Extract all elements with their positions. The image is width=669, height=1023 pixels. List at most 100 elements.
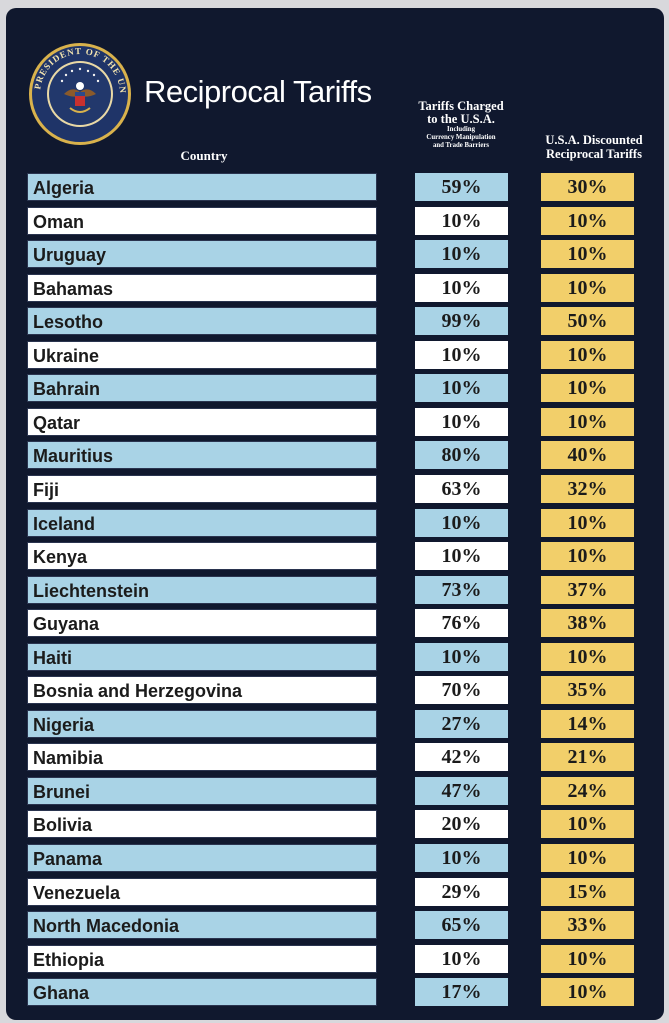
tariff-charged-value: 10% [415, 642, 508, 671]
tariff-charged-value: 59% [415, 173, 508, 201]
reciprocal-tariff-value: 10% [541, 273, 634, 302]
tariff-charged-value: 20% [415, 810, 508, 839]
country-name: Guyana [27, 609, 377, 638]
country-name: Panama [27, 844, 377, 872]
country-name: Bolivia [27, 810, 377, 839]
tariff-charged-value: 65% [415, 911, 508, 940]
reciprocal-tariff-value: 10% [541, 240, 634, 269]
tariff-charged-value: 10% [415, 407, 508, 436]
tariff-charged-value: 99% [415, 307, 508, 336]
tariff-charged-value: 10% [415, 542, 508, 571]
reciprocal-tariff-value: 10% [541, 542, 634, 571]
reciprocal-tariff-value: 14% [541, 709, 634, 738]
table-row: Bahamas 10% 10% [6, 273, 664, 302]
table-row: Ghana 17% 10% [6, 978, 664, 1007]
reciprocal-tariff-value: 10% [541, 844, 634, 872]
table-row: North Macedonia 65% 33% [6, 911, 664, 940]
table-row: Ethiopia 10% 10% [6, 944, 664, 973]
country-name: Ukraine [27, 340, 377, 369]
country-name: Qatar [27, 407, 377, 436]
tariff-charged-value: 10% [415, 844, 508, 872]
reciprocal-tariff-value: 50% [541, 307, 634, 336]
tariff-charged-value: 10% [415, 240, 508, 269]
reciprocal-tariff-value: 10% [541, 642, 634, 671]
charged-header-sub3: and Trade Barriers [432, 141, 489, 149]
tariff-charged-value: 47% [415, 776, 508, 805]
table-row: Brunei 47% 24% [6, 776, 664, 805]
reciprocal-tariff-value: 30% [541, 173, 634, 201]
country-name: Bahrain [27, 374, 377, 403]
tariff-charged-value: 42% [415, 743, 508, 772]
country-name: Nigeria [27, 709, 377, 738]
reciprocal-tariff-value: 10% [541, 407, 634, 436]
tariff-charged-value: 10% [415, 374, 508, 403]
country-name: Bosnia and Herzegovina [27, 676, 377, 705]
table-row: Lesotho 99% 50% [6, 307, 664, 336]
charged-column-header: Tariffs Charged to the U.S.A. Including … [406, 99, 516, 150]
country-name: Kenya [27, 542, 377, 571]
table-row: Panama 10% 10% [6, 844, 664, 872]
tariff-charged-value: 10% [415, 944, 508, 973]
table-row: Algeria 59% 30% [6, 173, 664, 201]
country-name: Algeria [27, 173, 377, 201]
table-row: Oman 10% 10% [6, 206, 664, 235]
reciprocal-tariff-value: 38% [541, 609, 634, 638]
reciprocal-tariff-value: 10% [541, 810, 634, 839]
tariff-charged-value: 63% [415, 474, 508, 503]
presidential-seal-icon: SEAL OF THE PRESIDENT OF THE UNITED STAT… [28, 42, 131, 145]
country-name: Ethiopia [27, 944, 377, 973]
table-row: Guyana 76% 38% [6, 609, 664, 638]
charged-header-line2: to the U.S.A. [427, 112, 495, 127]
tariff-charged-value: 10% [415, 508, 508, 537]
table-row: Bolivia 20% 10% [6, 810, 664, 839]
table-row: Bosnia and Herzegovina 70% 35% [6, 676, 664, 705]
tariff-board: SEAL OF THE PRESIDENT OF THE UNITED STAT… [6, 8, 664, 1020]
reciprocal-tariff-value: 37% [541, 575, 634, 604]
reciprocal-tariff-value: 35% [541, 676, 634, 705]
country-name: Uruguay [27, 240, 377, 269]
country-name: Mauritius [27, 441, 377, 470]
reciprocal-column-header: U.S.A. Discounted Reciprocal Tariffs [534, 133, 654, 162]
table-row: Mauritius 80% 40% [6, 441, 664, 470]
reciprocal-tariff-value: 10% [541, 978, 634, 1007]
tariff-charged-value: 10% [415, 206, 508, 235]
table-row: Uruguay 10% 10% [6, 240, 664, 269]
reciprocal-tariff-value: 10% [541, 508, 634, 537]
reciprocal-tariff-value: 32% [541, 474, 634, 503]
reciprocal-header-line2: Reciprocal Tariffs [546, 147, 642, 162]
table-row: Qatar 10% 10% [6, 407, 664, 436]
country-name: Haiti [27, 642, 377, 671]
table-row: Haiti 10% 10% [6, 642, 664, 671]
country-name: Liechtenstein [27, 575, 377, 604]
country-name: Namibia [27, 743, 377, 772]
tariff-charged-value: 73% [415, 575, 508, 604]
reciprocal-tariff-value: 10% [541, 340, 634, 369]
reciprocal-tariff-value: 15% [541, 877, 634, 906]
reciprocal-tariff-value: 33% [541, 911, 634, 940]
table-row: Nigeria 27% 14% [6, 709, 664, 738]
tariff-charged-value: 76% [415, 609, 508, 638]
reciprocal-tariff-value: 10% [541, 374, 634, 403]
table-row: Namibia 42% 21% [6, 743, 664, 772]
country-name: Bahamas [27, 273, 377, 302]
reciprocal-tariff-value: 10% [541, 206, 634, 235]
country-name: Brunei [27, 776, 377, 805]
table-row: Liechtenstein 73% 37% [6, 575, 664, 604]
country-name: North Macedonia [27, 911, 377, 940]
charged-header-sub2: Currency Manipulation [426, 134, 496, 142]
reciprocal-tariff-value: 40% [541, 441, 634, 470]
tariff-charged-value: 10% [415, 340, 508, 369]
table-row: Iceland 10% 10% [6, 508, 664, 537]
table-row: Ukraine 10% 10% [6, 340, 664, 369]
country-name: Iceland [27, 508, 377, 537]
tariff-charged-value: 80% [415, 441, 508, 470]
table-row: Venezuela 29% 15% [6, 877, 664, 906]
tariff-charged-value: 29% [415, 877, 508, 906]
tariff-charged-value: 10% [415, 273, 508, 302]
country-name: Venezuela [27, 877, 377, 906]
table-row: Kenya 10% 10% [6, 542, 664, 571]
charged-header-line1: Tariffs Charged [418, 99, 504, 113]
tariff-charged-value: 27% [415, 709, 508, 738]
country-name: Ghana [27, 978, 377, 1007]
country-name: Fiji [27, 474, 377, 503]
